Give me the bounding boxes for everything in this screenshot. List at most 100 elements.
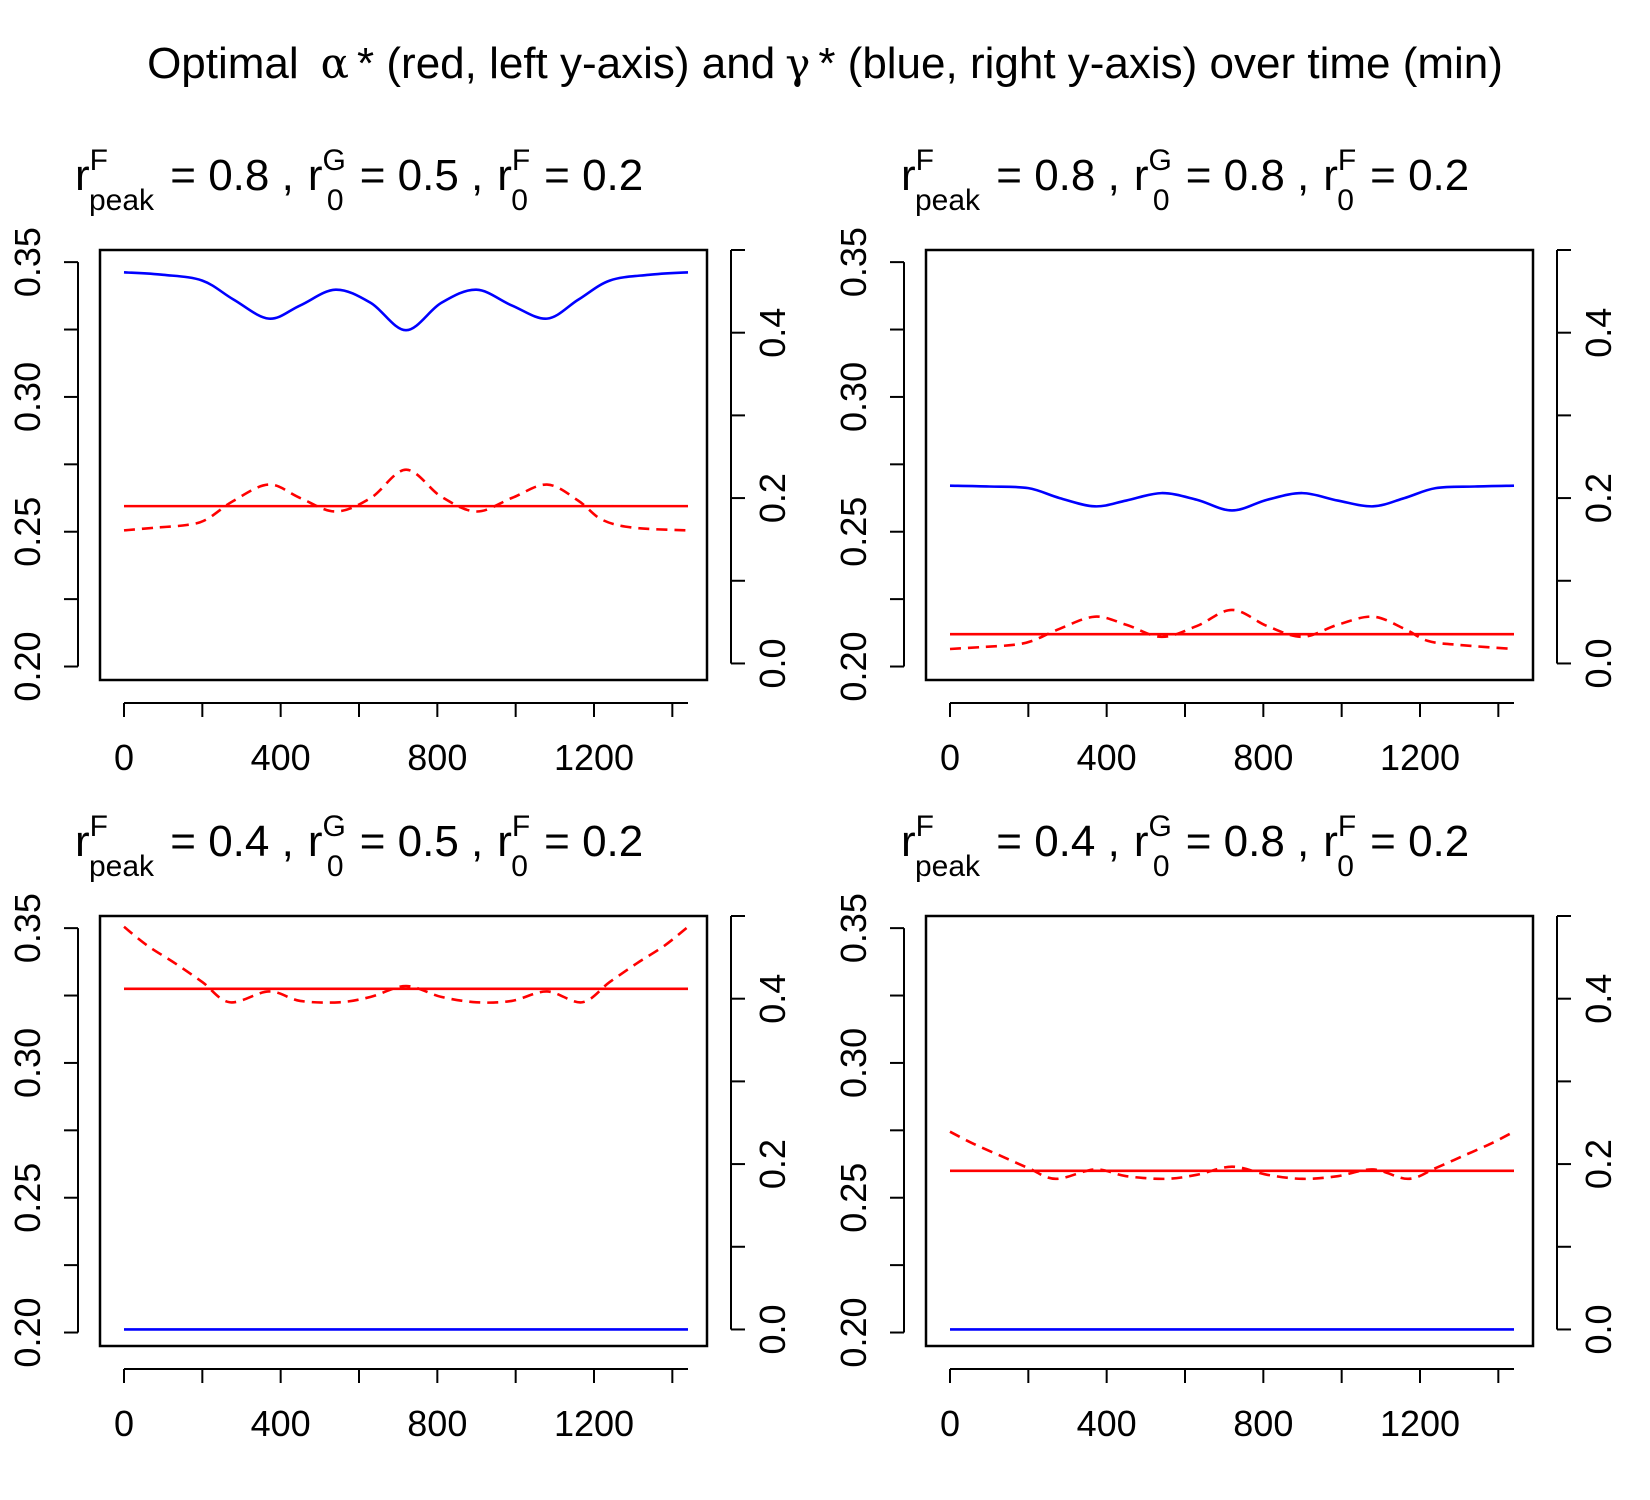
left-y-tick-label: 0.30 [7, 1028, 48, 1098]
param-value: = 0.8 , [158, 151, 294, 200]
right-y-tick-label: 0.0 [1578, 638, 1619, 688]
left-y-tick-label: 0.20 [7, 631, 48, 701]
right-y-tick-label: 0.0 [1578, 1304, 1619, 1354]
param-subscript: 0 [1337, 850, 1354, 883]
param-value: = 0.8 , [1174, 817, 1310, 866]
param-value: = 0.4 , [158, 817, 294, 866]
title-post: * (blue, right y-axis) over time (min) [818, 39, 1503, 88]
param-superscript: G [322, 144, 345, 177]
left-y-tick-label: 0.25 [7, 1163, 48, 1233]
title-mid: * (red, left y-axis) and [357, 39, 775, 88]
left-y-tick-label: 0.35 [7, 227, 48, 297]
param-subscript: 0 [1337, 184, 1354, 217]
plot-frame [924, 914, 1535, 1348]
right-y-tick-label: 0.0 [752, 1304, 793, 1354]
x-tick-label: 0 [114, 737, 134, 778]
x-tick-label: 0 [940, 737, 960, 778]
param-superscript: F [916, 144, 934, 177]
param-symbol: r [75, 817, 90, 866]
left-y-tick-label: 0.35 [833, 893, 874, 963]
param-subscript: 0 [327, 850, 344, 883]
panel-title: rF peak = 0.4 , rG 0 = 0.8 , rF 0 = 0.2 [901, 810, 1469, 883]
left-y-tick-label: 0.35 [7, 893, 48, 963]
param-value: = 0.2 [1358, 151, 1469, 200]
param-value: = 0.8 , [1174, 151, 1310, 200]
alpha-dashed-line [123, 925, 689, 1004]
right-y-tick-label: 0.4 [1578, 308, 1619, 358]
panel-1: rF peak = 0.8 , rG 0 = 0.5 , rF 0 = 0.20 400 80… [7, 144, 793, 778]
left-y-tick-label: 0.25 [7, 497, 48, 567]
param-superscript: F [916, 810, 934, 843]
param-superscript: G [1148, 810, 1171, 843]
title-alpha-symbol: α [321, 39, 349, 88]
param-symbol: r [497, 151, 512, 200]
param-symbol: r [308, 817, 323, 866]
param-superscript: F [1338, 810, 1356, 843]
left-y-tick-label: 0.25 [833, 497, 874, 567]
alpha-dashed-line [949, 1130, 1515, 1181]
alpha-dashed-line [123, 468, 689, 532]
panel-4: rF peak = 0.4 , rG 0 = 0.8 , rF 0 = 0.20 400 80… [833, 810, 1619, 1444]
param-subscript: 0 [511, 184, 528, 217]
x-tick-label: 1200 [554, 737, 634, 778]
param-value: = 0.2 [532, 151, 643, 200]
right-y-tick-label: 0.2 [1578, 473, 1619, 523]
x-tick-label: 1200 [1380, 737, 1460, 778]
gamma-solid-line [123, 271, 689, 332]
right-y-tick-label: 0.0 [752, 638, 793, 688]
x-tick-label: 1200 [1380, 1403, 1460, 1444]
param-symbol: r [1323, 151, 1338, 200]
left-y-tick-label: 0.30 [833, 1028, 874, 1098]
param-value: = 0.5 , [348, 817, 484, 866]
left-y-tick-label: 0.20 [833, 1297, 874, 1367]
param-superscript: G [1148, 144, 1171, 177]
param-subscript: 0 [1153, 850, 1170, 883]
chart-main-title: Optimal α * (red, left y-axis) and γ * (blue… [147, 39, 1503, 88]
param-superscript: G [322, 810, 345, 843]
param-subscript: peak [89, 850, 155, 883]
param-superscript: F [90, 810, 108, 843]
param-symbol: r [1134, 151, 1149, 200]
param-superscript: F [1338, 144, 1356, 177]
param-symbol: r [497, 817, 512, 866]
panel-title: rF peak = 0.8 , rG 0 = 0.8 , rF 0 = 0.2 [901, 144, 1469, 217]
plot-frame [98, 248, 709, 682]
x-tick-label: 800 [407, 1403, 467, 1444]
x-tick-label: 400 [251, 1403, 311, 1444]
param-symbol: r [901, 151, 916, 200]
plot-frame [924, 248, 1535, 682]
param-symbol: r [901, 817, 916, 866]
title-gamma-symbol: γ [785, 39, 810, 88]
param-subscript: 0 [1153, 184, 1170, 217]
param-subscript: 0 [327, 184, 344, 217]
param-value: = 0.4 , [984, 817, 1120, 866]
param-value: = 0.2 [1358, 817, 1469, 866]
param-subscript: peak [915, 184, 981, 217]
param-superscript: F [512, 144, 530, 177]
right-y-tick-label: 0.2 [1578, 1139, 1619, 1189]
param-value: = 0.8 , [984, 151, 1120, 200]
left-y-tick-label: 0.30 [833, 362, 874, 432]
param-value: = 0.5 , [348, 151, 484, 200]
panel-title: rF peak = 0.8 , rG 0 = 0.5 , rF 0 = 0.2 [75, 144, 643, 217]
right-y-tick-label: 0.4 [752, 974, 793, 1024]
param-symbol: r [75, 151, 90, 200]
x-tick-label: 0 [940, 1403, 960, 1444]
panel-title: rF peak = 0.4 , rG 0 = 0.5 , rF 0 = 0.2 [75, 810, 643, 883]
gamma-solid-line [949, 484, 1515, 512]
panel-2: rF peak = 0.8 , rG 0 = 0.8 , rF 0 = 0.20 400 80… [833, 144, 1619, 778]
x-tick-label: 400 [251, 737, 311, 778]
param-symbol: r [1134, 817, 1149, 866]
left-y-tick-label: 0.20 [833, 631, 874, 701]
right-y-tick-label: 0.4 [1578, 974, 1619, 1024]
right-y-tick-label: 0.2 [752, 1139, 793, 1189]
x-tick-label: 0 [114, 1403, 134, 1444]
x-tick-label: 400 [1077, 737, 1137, 778]
param-subscript: peak [915, 850, 981, 883]
param-symbol: r [1323, 817, 1338, 866]
param-superscript: F [90, 144, 108, 177]
alpha-dashed-line [949, 608, 1515, 651]
left-y-tick-label: 0.25 [833, 1163, 874, 1233]
left-y-tick-label: 0.20 [7, 1297, 48, 1367]
